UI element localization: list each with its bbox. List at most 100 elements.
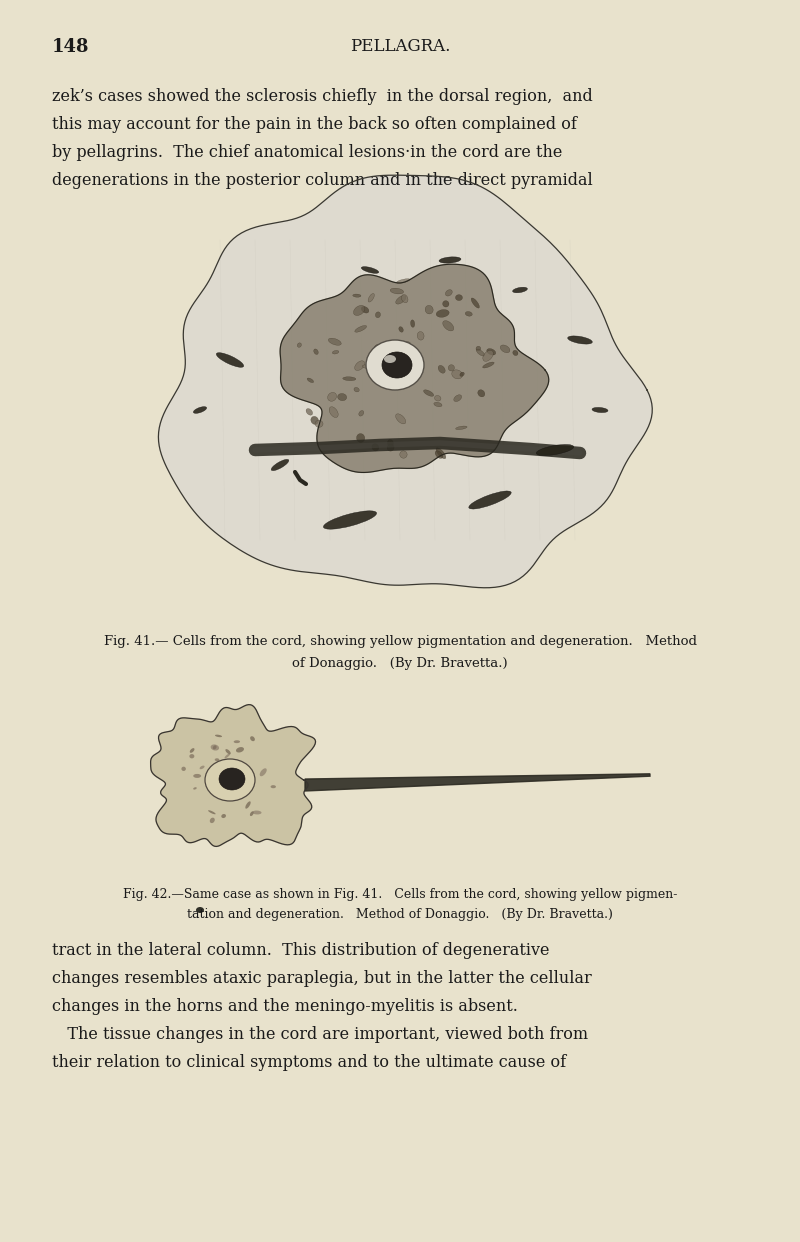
Ellipse shape [396, 414, 406, 424]
Ellipse shape [311, 416, 318, 425]
Ellipse shape [226, 749, 230, 754]
Ellipse shape [200, 765, 205, 769]
Ellipse shape [434, 402, 442, 406]
Ellipse shape [471, 298, 479, 308]
Text: 148: 148 [52, 39, 90, 56]
Ellipse shape [469, 491, 511, 509]
Text: their relation to clinical symptoms and to the ultimate cause of: their relation to clinical symptoms and … [52, 1054, 566, 1071]
Ellipse shape [396, 296, 406, 304]
Ellipse shape [446, 289, 452, 296]
Ellipse shape [486, 349, 496, 355]
Ellipse shape [205, 759, 255, 801]
Ellipse shape [222, 814, 226, 818]
Ellipse shape [216, 768, 221, 773]
Ellipse shape [399, 342, 411, 350]
Ellipse shape [194, 774, 201, 777]
Ellipse shape [250, 811, 254, 816]
Text: by pellagrins.  The chief anatomical lesions·in the cord are the: by pellagrins. The chief anatomical lesi… [52, 144, 562, 161]
Ellipse shape [402, 294, 408, 303]
Ellipse shape [460, 373, 464, 376]
Ellipse shape [328, 338, 342, 345]
Ellipse shape [194, 406, 206, 414]
Ellipse shape [208, 810, 216, 815]
Ellipse shape [362, 307, 369, 313]
Ellipse shape [500, 345, 510, 353]
Text: tract in the lateral column.  This distribution of degenerative: tract in the lateral column. This distri… [52, 941, 550, 959]
Ellipse shape [196, 907, 204, 913]
Text: degenerations in the posterior column and in the direct pyramidal: degenerations in the posterior column an… [52, 171, 593, 189]
Ellipse shape [439, 257, 461, 263]
Text: tation and degeneration.   Method of Donaggio.   (By Dr. Bravetta.): tation and degeneration. Method of Donag… [187, 908, 613, 922]
Ellipse shape [329, 406, 338, 417]
Ellipse shape [342, 376, 356, 380]
Ellipse shape [423, 390, 434, 396]
Ellipse shape [436, 309, 449, 317]
Ellipse shape [466, 312, 472, 317]
Ellipse shape [323, 510, 377, 529]
Ellipse shape [338, 394, 346, 401]
Ellipse shape [250, 737, 255, 741]
Ellipse shape [438, 365, 445, 373]
Ellipse shape [246, 801, 250, 809]
Ellipse shape [328, 392, 337, 401]
Ellipse shape [182, 766, 186, 771]
Ellipse shape [387, 445, 394, 451]
Ellipse shape [425, 306, 433, 314]
Ellipse shape [476, 349, 485, 356]
Ellipse shape [452, 370, 462, 379]
Ellipse shape [357, 433, 365, 442]
Ellipse shape [442, 320, 454, 330]
Ellipse shape [476, 347, 481, 351]
Ellipse shape [478, 390, 485, 397]
Ellipse shape [592, 407, 608, 412]
Ellipse shape [271, 460, 289, 471]
Ellipse shape [332, 350, 339, 354]
Ellipse shape [354, 306, 365, 315]
Ellipse shape [234, 740, 240, 743]
Ellipse shape [225, 754, 230, 759]
Ellipse shape [513, 287, 527, 293]
Text: changes in the horns and the meningo-myelitis is absent.: changes in the horns and the meningo-mye… [52, 999, 518, 1015]
Ellipse shape [382, 351, 412, 378]
Ellipse shape [216, 353, 244, 368]
Ellipse shape [368, 293, 374, 302]
Ellipse shape [455, 294, 462, 301]
Ellipse shape [482, 361, 494, 368]
Text: changes resembles ataxic paraplegia, but in the latter the cellular: changes resembles ataxic paraplegia, but… [52, 970, 592, 987]
Ellipse shape [213, 773, 222, 777]
Ellipse shape [417, 332, 424, 340]
Ellipse shape [215, 735, 222, 738]
Polygon shape [150, 704, 315, 847]
Polygon shape [280, 265, 549, 472]
Ellipse shape [210, 817, 214, 823]
Ellipse shape [442, 301, 449, 307]
Ellipse shape [260, 769, 266, 776]
Ellipse shape [390, 288, 403, 294]
Ellipse shape [454, 395, 462, 401]
Ellipse shape [214, 759, 219, 761]
Ellipse shape [314, 349, 318, 354]
Ellipse shape [362, 365, 370, 368]
Ellipse shape [354, 388, 359, 392]
Polygon shape [305, 774, 650, 791]
Ellipse shape [374, 344, 381, 351]
Ellipse shape [399, 327, 403, 332]
Ellipse shape [354, 360, 365, 370]
Ellipse shape [190, 754, 194, 759]
Ellipse shape [568, 335, 592, 344]
Ellipse shape [375, 312, 381, 318]
Ellipse shape [436, 448, 446, 458]
Text: The tissue changes in the cord are important, viewed both from: The tissue changes in the cord are impor… [52, 1026, 588, 1043]
Ellipse shape [448, 365, 454, 371]
Ellipse shape [456, 426, 467, 430]
Ellipse shape [353, 294, 361, 297]
Ellipse shape [315, 420, 323, 427]
Ellipse shape [536, 445, 574, 456]
Ellipse shape [366, 340, 424, 390]
Ellipse shape [354, 325, 366, 332]
Ellipse shape [241, 768, 246, 774]
Ellipse shape [410, 320, 414, 328]
Ellipse shape [213, 745, 217, 749]
Ellipse shape [307, 378, 314, 383]
Ellipse shape [387, 440, 394, 447]
